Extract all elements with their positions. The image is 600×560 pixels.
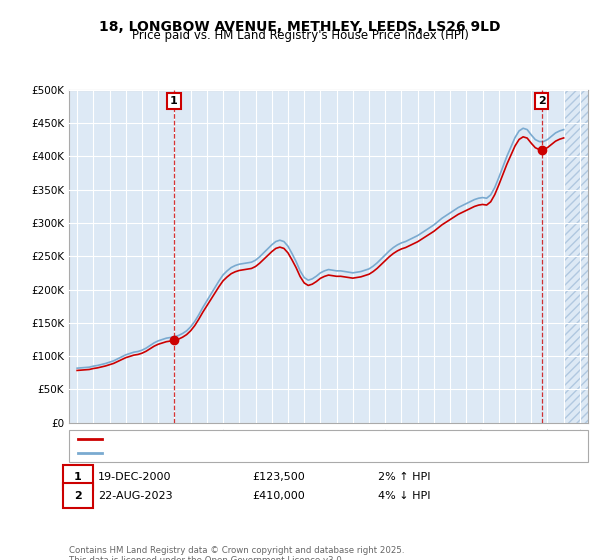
- Text: 18, LONGBOW AVENUE, METHLEY, LEEDS, LS26 9LD: 18, LONGBOW AVENUE, METHLEY, LEEDS, LS26…: [99, 20, 501, 34]
- Text: 2: 2: [74, 491, 82, 501]
- Text: Contains HM Land Registry data © Crown copyright and database right 2025.
This d: Contains HM Land Registry data © Crown c…: [69, 546, 404, 560]
- Text: 2% ↑ HPI: 2% ↑ HPI: [378, 472, 431, 482]
- Text: Price paid vs. HM Land Registry's House Price Index (HPI): Price paid vs. HM Land Registry's House …: [131, 29, 469, 42]
- Text: HPI: Average price, detached house, Leeds: HPI: Average price, detached house, Leed…: [108, 448, 331, 458]
- Text: £123,500: £123,500: [252, 472, 305, 482]
- Text: 4% ↓ HPI: 4% ↓ HPI: [378, 491, 431, 501]
- Text: £410,000: £410,000: [252, 491, 305, 501]
- Text: 1: 1: [74, 472, 82, 482]
- Polygon shape: [563, 90, 588, 423]
- Text: 19-DEC-2000: 19-DEC-2000: [98, 472, 172, 482]
- Text: 22-AUG-2023: 22-AUG-2023: [98, 491, 172, 501]
- Text: 18, LONGBOW AVENUE, METHLEY, LEEDS, LS26 9LD (detached house): 18, LONGBOW AVENUE, METHLEY, LEEDS, LS26…: [108, 433, 473, 444]
- Text: 2: 2: [538, 96, 545, 106]
- Text: 1: 1: [170, 96, 178, 106]
